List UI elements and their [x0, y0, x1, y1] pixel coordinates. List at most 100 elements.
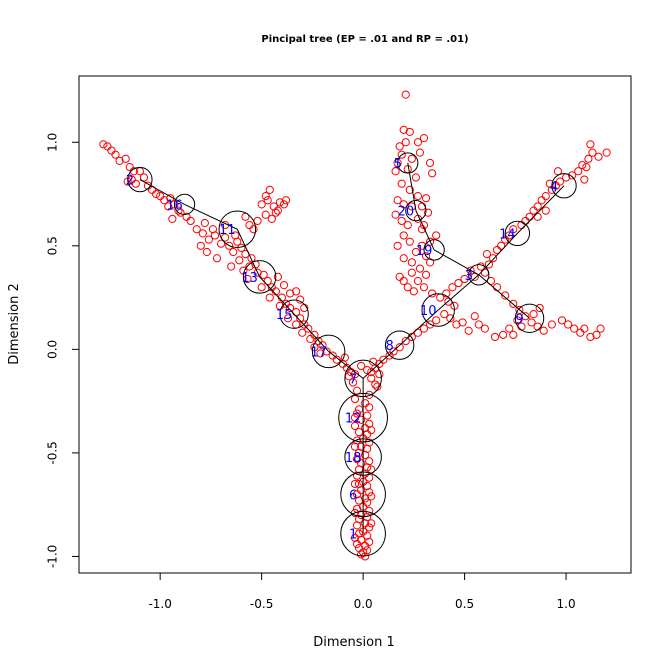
data-point: [365, 523, 374, 532]
node-label: 1: [349, 528, 357, 543]
data-point: [365, 537, 374, 547]
data-point: [365, 488, 374, 497]
data-point: [316, 349, 325, 358]
data-point: [397, 179, 406, 188]
tree-node: [127, 166, 153, 193]
data-point: [407, 268, 416, 277]
data-point: [202, 247, 211, 257]
data-point: [470, 272, 479, 281]
tree-edge: [478, 274, 530, 319]
data-point: [492, 283, 502, 292]
tree-edge: [433, 249, 480, 276]
tree-node: [423, 239, 445, 261]
data-point: [292, 287, 301, 296]
data-point: [356, 415, 366, 424]
x-tick-label: -0.5: [250, 597, 273, 611]
data-point: [448, 283, 457, 292]
data-point: [296, 295, 305, 304]
tree-node: [311, 334, 346, 369]
node-label: 10: [420, 304, 437, 319]
data-point: [361, 450, 370, 460]
x-axis: -1.0 -0.5 0.0 0.5 1.0: [148, 572, 576, 611]
data-point: [501, 291, 510, 300]
tree-edge: [328, 351, 364, 379]
tree-edge: [407, 162, 417, 211]
data-point: [527, 318, 536, 327]
tree-edge: [399, 309, 439, 346]
data-point: [121, 154, 130, 163]
data-point: [391, 210, 400, 219]
data-point: [395, 142, 404, 151]
tree-node: [514, 303, 545, 333]
data-point: [265, 293, 274, 302]
data-point: [413, 276, 423, 286]
data-point: [168, 214, 177, 223]
data-point: [401, 138, 410, 147]
node-label: 7: [349, 372, 357, 387]
data-point: [275, 198, 285, 207]
data-point: [399, 231, 408, 240]
data-point: [466, 266, 475, 275]
data-point: [283, 314, 293, 323]
tree-node: [340, 510, 386, 557]
x-tick-label: -1.0: [148, 597, 171, 611]
node-label: 14: [499, 227, 516, 242]
data-point: [348, 378, 358, 387]
data-point: [350, 442, 360, 451]
data-point: [419, 134, 429, 143]
data-point: [401, 336, 410, 346]
y-tick-label: 0.0: [46, 340, 60, 359]
data-point: [578, 160, 587, 170]
data-point: [490, 332, 500, 342]
x-axis-label: Dimension 1: [313, 635, 395, 650]
data-point: [198, 229, 207, 238]
data-point: [541, 206, 550, 215]
data-point: [361, 494, 370, 503]
node-label: 3: [465, 269, 473, 284]
data-point: [208, 225, 218, 234]
data-point: [411, 173, 420, 182]
data-point: [296, 314, 305, 323]
tree-node: [384, 330, 415, 360]
data-point: [425, 237, 435, 246]
data-point: [271, 208, 280, 217]
data-point: [225, 241, 234, 250]
tree-edge: [236, 229, 261, 278]
data-point: [413, 192, 423, 201]
data-point: [393, 158, 402, 168]
data-point: [407, 258, 416, 267]
data-point: [488, 254, 498, 263]
data-point: [186, 216, 195, 226]
data-point: [393, 196, 402, 205]
data-point: [196, 241, 205, 250]
data-point: [367, 374, 376, 383]
data-point: [509, 225, 518, 234]
data-point: [139, 173, 149, 182]
data-point: [356, 361, 366, 371]
data-point: [367, 492, 376, 501]
data-point: [397, 150, 406, 159]
data-point: [576, 328, 585, 337]
data-point: [273, 272, 282, 281]
data-point: [464, 326, 473, 335]
data-point: [505, 324, 514, 333]
data-point: [580, 175, 589, 184]
data-point: [350, 394, 360, 404]
data-point: [263, 276, 272, 286]
data-point: [405, 127, 414, 137]
data-point: [474, 320, 483, 329]
data-point: [413, 138, 423, 147]
data-point: [509, 299, 518, 308]
data-point: [421, 194, 431, 203]
data-point: [417, 241, 427, 250]
tree-edge: [139, 179, 185, 205]
tree-node: [279, 299, 309, 329]
y-axis-label: Dimension 2: [7, 283, 22, 365]
data-point: [391, 167, 400, 176]
data-point: [403, 283, 412, 292]
data-point: [318, 341, 327, 350]
data-point: [275, 301, 285, 310]
data-point: [423, 208, 433, 217]
data-point: [415, 264, 425, 273]
data-point: [227, 262, 236, 271]
